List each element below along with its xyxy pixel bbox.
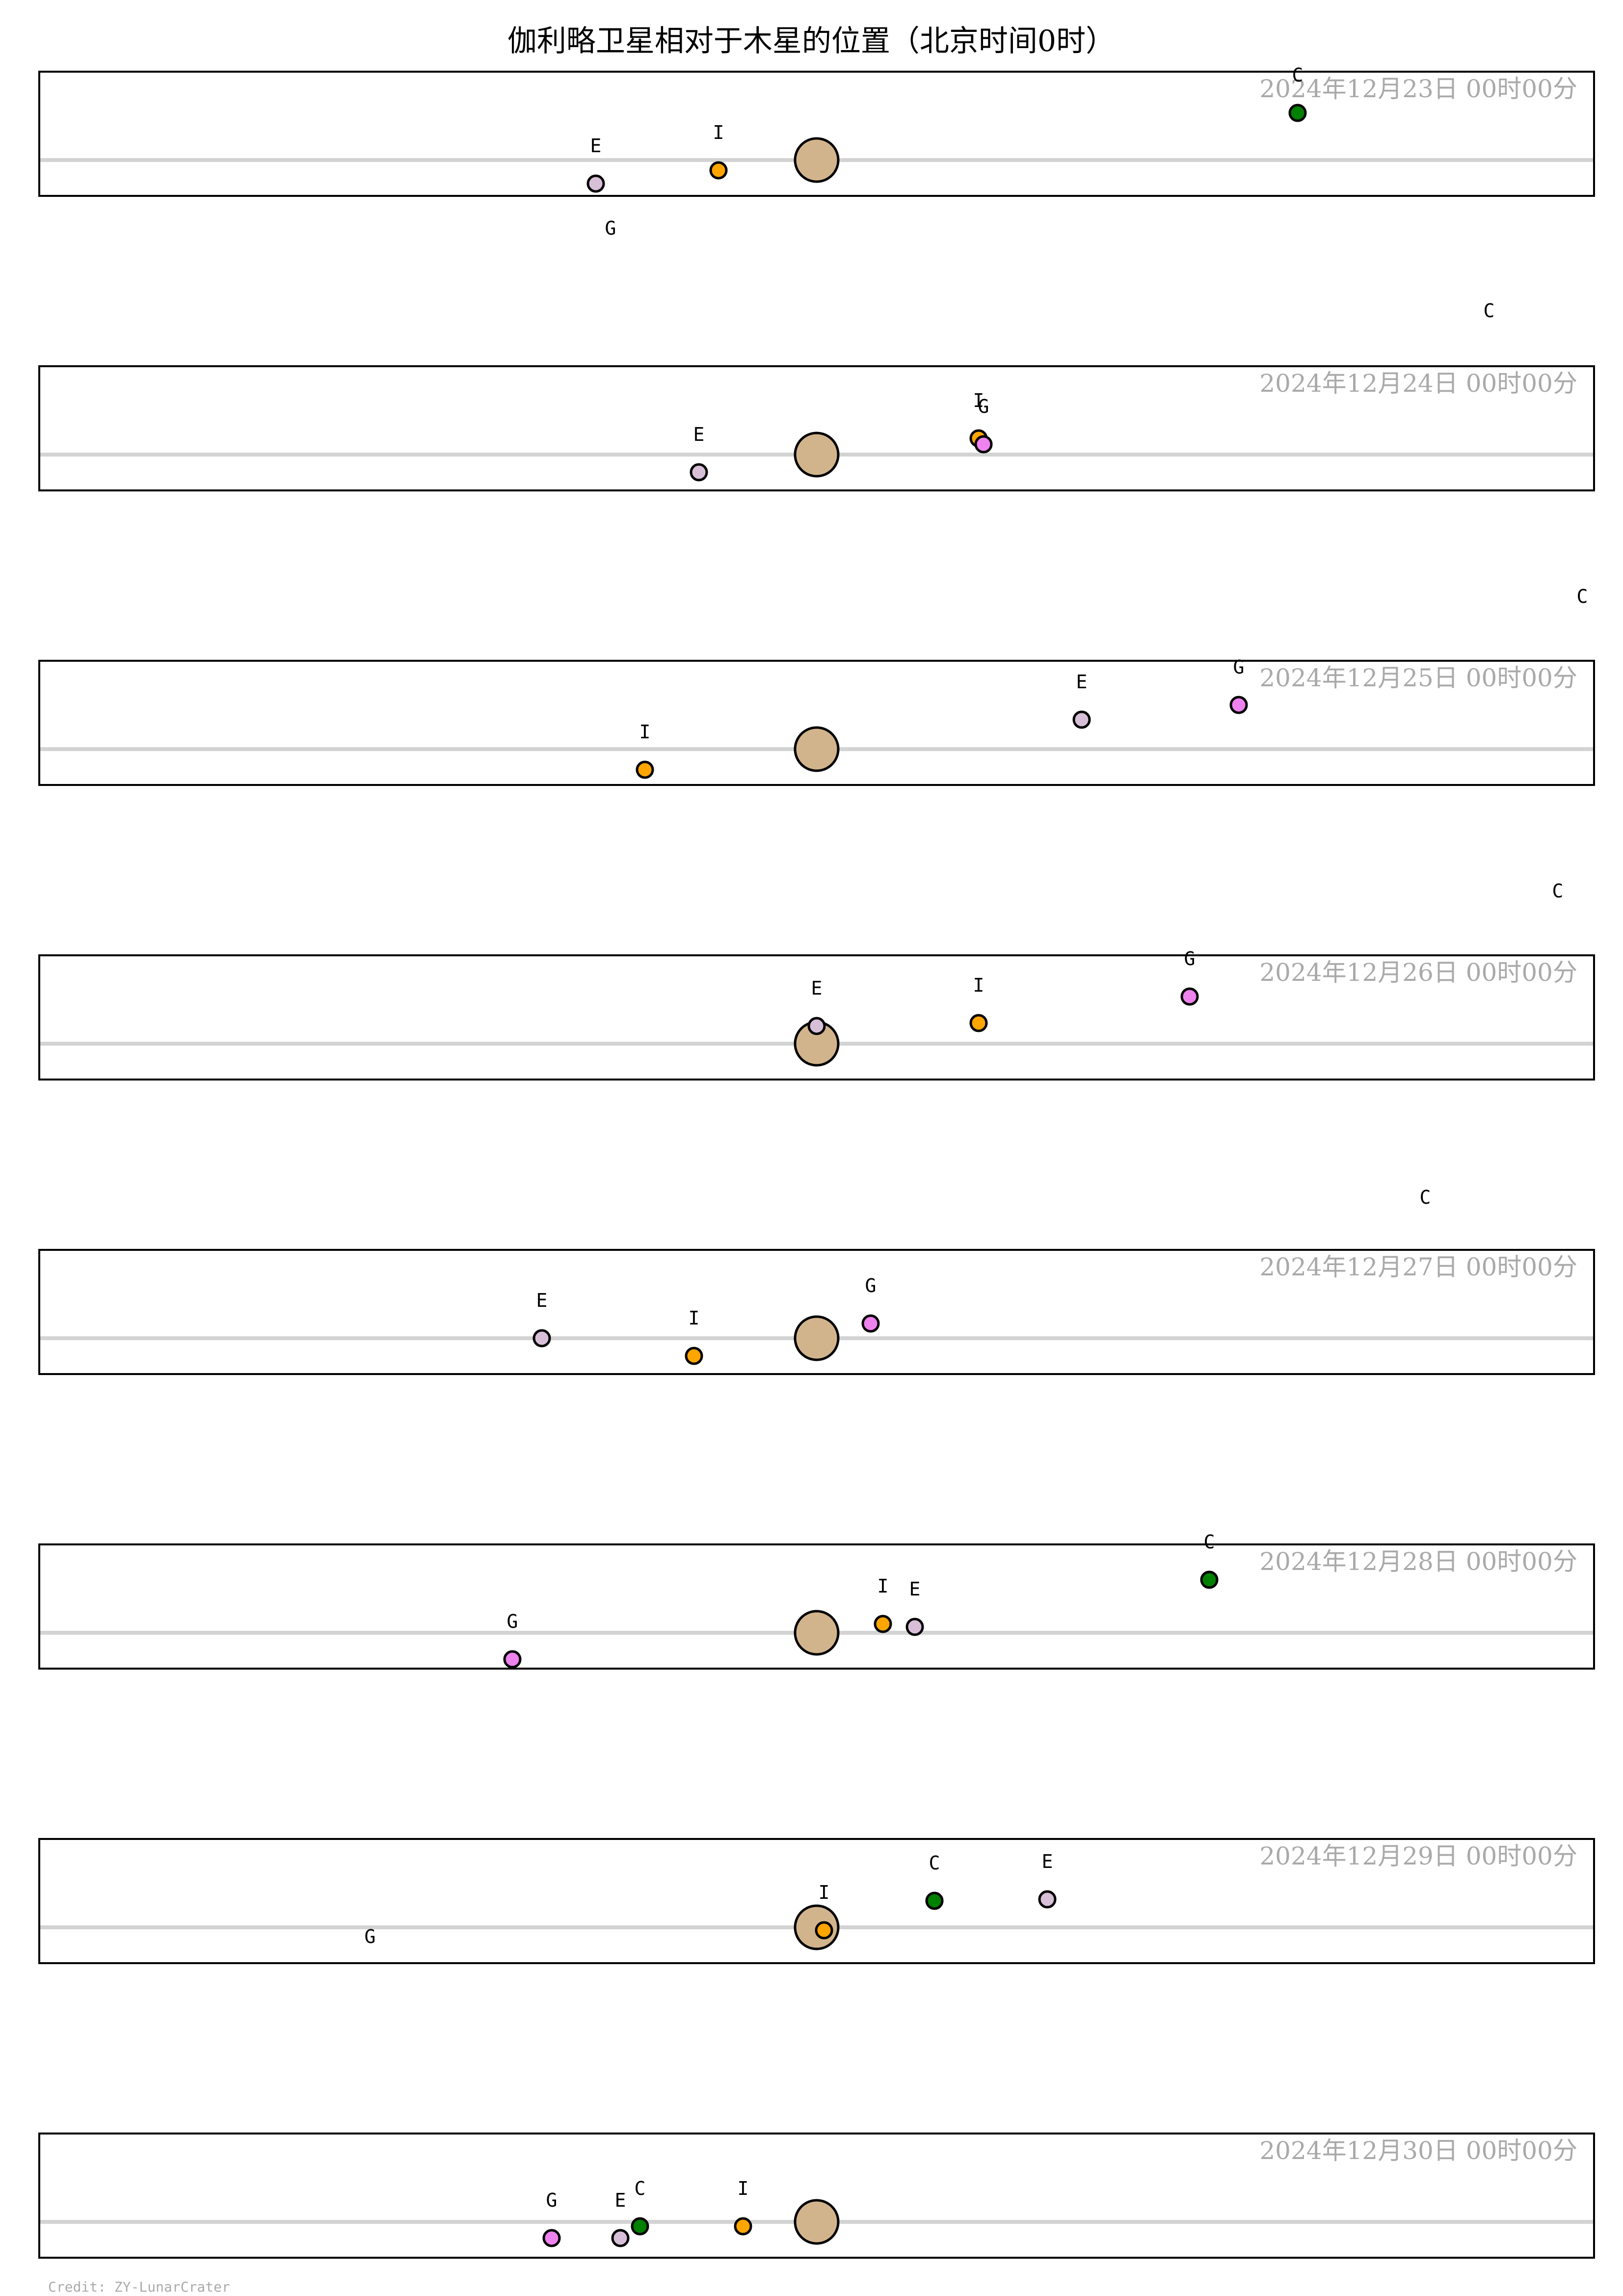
- panel-frame: [38, 660, 1595, 786]
- moon-label-E: E: [693, 424, 705, 445]
- moon-marker-I: [734, 2217, 752, 2236]
- moon-marker-G: [974, 435, 993, 454]
- moon-label-G: G: [1233, 656, 1245, 678]
- moon-label-E: E: [590, 135, 602, 157]
- moon-label-C: C: [1420, 1187, 1431, 1208]
- date-label: 2024年12月24日 00时00分: [1259, 369, 1577, 398]
- moon-marker-E: [611, 2229, 630, 2247]
- moon-marker-I: [969, 1014, 988, 1032]
- moon-label-E: E: [1076, 671, 1088, 693]
- date-label: 2024年12月29日 00时00分: [1259, 1842, 1577, 1870]
- moon-label-G: G: [865, 1275, 877, 1297]
- moon-label-I: I: [689, 1307, 700, 1329]
- panel-1: 2024年12月23日 00时00分 I E G C: [38, 64, 1595, 239]
- moon-marker-G: [861, 1314, 880, 1333]
- moon-marker-E: [1072, 710, 1091, 729]
- moon-marker-I: [815, 1921, 833, 1940]
- date-label: 2024年12月25日 00时00分: [1259, 664, 1577, 692]
- panel-frame: [38, 365, 1595, 491]
- moon-marker-E: [807, 1017, 826, 1035]
- moon-label-C: C: [1552, 880, 1564, 902]
- panel-4: 2024年12月26日 00时00分 E I G C: [38, 880, 1595, 1080]
- moon-label-C: C: [929, 1852, 940, 1874]
- date-label: 2024年12月26日 00时00分: [1259, 958, 1577, 987]
- panel-frame: [38, 71, 1595, 197]
- moon-marker-C: [631, 2217, 649, 2236]
- date-label: 2024年12月28日 00时00分: [1259, 1547, 1577, 1576]
- moon-marker-G: [542, 2229, 561, 2247]
- panel-frame: [38, 1249, 1595, 1375]
- moon-label-G: G: [605, 217, 616, 239]
- panel-8: 2024年12月30日 00时00分 I CE G: [38, 2133, 1595, 2259]
- moon-label-C: C: [1484, 300, 1495, 322]
- moon-label-I: I: [819, 1882, 830, 1903]
- moon-label-I: I: [639, 721, 651, 743]
- moon-marker-G: [1229, 696, 1248, 714]
- panel-5: 2024年12月27日 00时00分 I E G C: [38, 1187, 1595, 1375]
- panel-6: 2024年12月28日 00时00分 I E G C: [38, 1531, 1595, 1670]
- moon-label-C: C: [1577, 586, 1588, 607]
- moon-marker-C: [925, 1891, 944, 1910]
- moon-label-E: E: [811, 977, 823, 999]
- jupiter-marker: [794, 1315, 840, 1361]
- moon-marker-G: [503, 1650, 522, 1669]
- moon-label-E: E: [615, 2189, 626, 2211]
- moon-marker-E: [586, 174, 605, 193]
- moon-label-I: I: [973, 390, 984, 411]
- moon-marker-E: [1038, 1890, 1057, 1909]
- jupiter-marker: [794, 1610, 840, 1656]
- moon-marker-G: [1180, 987, 1199, 1006]
- chart-title: 伽利略卫星相对于木星的位置（北京时间0时）: [507, 24, 1115, 58]
- moon-marker-I: [709, 161, 728, 180]
- credit-text: Credit: ZY-LunarCrater: [48, 2279, 230, 2295]
- moon-label-C: C: [1292, 64, 1304, 86]
- moon-label-C: C: [635, 2178, 646, 2199]
- date-label: 2024年12月27日 00时00分: [1259, 1253, 1577, 1281]
- moon-label-I: I: [713, 122, 724, 143]
- moon-label-G: G: [507, 1611, 518, 1632]
- moon-label-E: E: [909, 1578, 921, 1600]
- jupiter-marker: [794, 2199, 840, 2245]
- jupiter-marker: [794, 432, 840, 478]
- moon-marker-E: [532, 1329, 551, 1348]
- moon-label-E: E: [536, 1290, 548, 1311]
- moon-label-G: G: [978, 396, 989, 417]
- panel-frame: [38, 1838, 1595, 1964]
- jupiter-marker: [794, 137, 840, 183]
- moon-marker-C: [1200, 1570, 1219, 1589]
- moon-label-I: I: [973, 974, 984, 996]
- moon-label-G: G: [365, 1926, 376, 1947]
- moon-marker-E: [905, 1618, 924, 1636]
- moon-label-I: I: [738, 2178, 749, 2199]
- moon-label-I: I: [878, 1575, 889, 1597]
- date-label: 2024年12月30日 00时00分: [1259, 2136, 1577, 2165]
- panel-frame: [38, 2133, 1595, 2259]
- panel-frame: [38, 954, 1595, 1080]
- moon-label-G: G: [1184, 948, 1196, 970]
- moon-marker-I: [874, 1615, 892, 1633]
- moon-label-C: C: [1204, 1531, 1215, 1553]
- jupiter-marker: [794, 726, 840, 772]
- moon-marker-C: [1288, 104, 1307, 122]
- moon-marker-I: [685, 1347, 703, 1365]
- moon-label-G: G: [546, 2189, 558, 2211]
- panel-frame: [38, 1543, 1595, 1670]
- moon-marker-I: [636, 760, 654, 779]
- moon-label-E: E: [1042, 1851, 1053, 1872]
- panel-7: 2024年12月29日 00时00分 I C E G: [38, 1838, 1595, 1964]
- panel-2: 2024年12月24日 00时00分 IG E C: [38, 300, 1595, 491]
- panel-3: 2024年12月25日 00时00分 I E G C: [38, 586, 1595, 786]
- date-label: 2024年12月23日 00时00分: [1259, 75, 1577, 103]
- moon-marker-E: [690, 463, 708, 482]
